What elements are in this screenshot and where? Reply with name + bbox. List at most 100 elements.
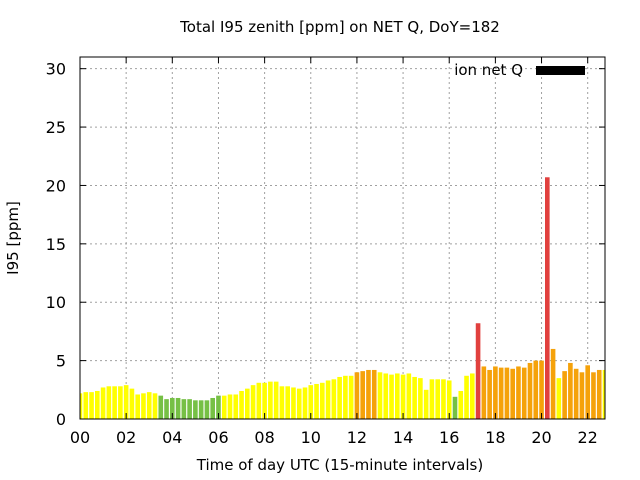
bar [389, 374, 394, 419]
bar [141, 393, 146, 419]
bar [452, 396, 458, 419]
plot-frame [79, 56, 606, 420]
bar [256, 382, 262, 419]
bar [210, 397, 215, 419]
chart-title: Total I95 zenith [ppm] on NET Q, DoY=182 [179, 18, 500, 36]
bar [470, 373, 475, 419]
bar [406, 373, 412, 419]
bar [302, 387, 308, 419]
x-tick-label: 02 [116, 428, 136, 447]
bar [221, 395, 227, 419]
bar [164, 399, 169, 419]
bar [348, 375, 354, 419]
bar [245, 388, 250, 419]
bar [418, 378, 423, 419]
x-tick-label: 10 [301, 428, 321, 447]
y-tick-label: 15 [46, 235, 66, 254]
bar [239, 390, 244, 419]
x-tick-label: 20 [531, 428, 551, 447]
bar [446, 380, 452, 419]
x-axis-label: Time of day UTC (15-minute intervals) [196, 456, 483, 474]
bar [331, 379, 337, 419]
bar [135, 394, 140, 419]
bar [129, 388, 135, 419]
x-tick-label: 14 [393, 428, 413, 447]
bar [83, 392, 89, 419]
bar [343, 375, 348, 419]
bar [545, 177, 550, 419]
x-tick-labels: 00 02 04 06 08 10 12 14 16 18 20 22 [70, 428, 598, 447]
bar [95, 390, 100, 419]
x-tick-label: 06 [208, 428, 228, 447]
bar [435, 379, 440, 419]
y-tick-label: 20 [46, 176, 66, 195]
bar [314, 383, 319, 419]
x-tick-label: 22 [578, 428, 598, 447]
bar [181, 399, 187, 419]
bar [308, 385, 314, 419]
bar [291, 387, 296, 419]
bar [158, 395, 164, 419]
bar [262, 382, 267, 419]
bar [481, 366, 487, 419]
bar [112, 386, 117, 419]
bar [366, 369, 371, 419]
bar [198, 400, 204, 419]
bar [556, 378, 562, 419]
bar [573, 368, 579, 419]
bar [273, 381, 279, 419]
x-tick-label: 12 [347, 428, 367, 447]
legend: ion net Q [454, 61, 585, 79]
bar [423, 389, 429, 419]
bar [521, 367, 527, 419]
bar [510, 368, 515, 419]
bar [475, 323, 481, 419]
bar [193, 400, 198, 419]
bar [498, 367, 504, 419]
bar [579, 372, 585, 419]
bar [146, 392, 152, 419]
bar [591, 372, 596, 419]
bar [360, 371, 365, 419]
bar [602, 369, 605, 419]
y-tick-labels: 0 5 10 15 20 25 30 [46, 60, 66, 429]
y-tick-label: 30 [46, 60, 66, 79]
axis-ticks [79, 57, 605, 420]
bar [533, 360, 539, 419]
bar [268, 381, 273, 419]
bar [279, 386, 285, 419]
bar [562, 371, 567, 419]
bar [429, 379, 435, 419]
x-tick-label: 04 [162, 428, 182, 447]
bar [285, 386, 290, 419]
bar [354, 372, 360, 419]
bar [493, 366, 498, 419]
bar [89, 392, 94, 419]
bar [383, 373, 389, 419]
bar [204, 400, 210, 419]
bar [400, 374, 406, 419]
bar [233, 394, 239, 419]
bar [170, 397, 175, 419]
bar [539, 360, 544, 419]
y-tick-label: 10 [46, 293, 66, 312]
bar [487, 369, 492, 419]
y-tick-label: 25 [46, 118, 66, 137]
bar [227, 394, 233, 419]
x-tick-label: 08 [254, 428, 274, 447]
bar [516, 366, 521, 419]
bar [412, 376, 417, 419]
bar [80, 393, 83, 419]
bar [458, 390, 464, 419]
bar [320, 382, 325, 419]
bar [123, 385, 129, 419]
bar [100, 387, 106, 419]
bar [585, 365, 590, 419]
bars [80, 177, 605, 419]
bar [504, 367, 510, 419]
bar [596, 369, 602, 419]
bar [441, 379, 446, 419]
bar [152, 393, 158, 419]
legend-swatch [536, 66, 585, 75]
y-tick-label: 5 [56, 352, 66, 371]
